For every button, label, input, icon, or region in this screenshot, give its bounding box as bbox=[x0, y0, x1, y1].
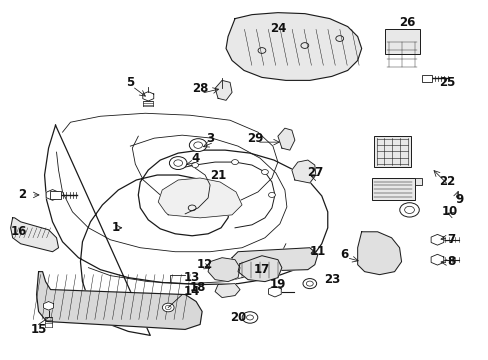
Text: 19: 19 bbox=[269, 278, 285, 291]
Circle shape bbox=[189, 139, 206, 152]
Circle shape bbox=[268, 193, 275, 197]
Bar bbox=[384, 28, 419, 54]
Text: 18: 18 bbox=[189, 281, 206, 294]
Polygon shape bbox=[225, 13, 361, 80]
Text: 25: 25 bbox=[438, 76, 455, 89]
Circle shape bbox=[242, 312, 257, 323]
Text: 17: 17 bbox=[253, 263, 269, 276]
Text: 27: 27 bbox=[306, 166, 322, 179]
Text: 2: 2 bbox=[19, 188, 27, 202]
Polygon shape bbox=[430, 234, 443, 245]
Text: 6: 6 bbox=[340, 248, 348, 261]
Circle shape bbox=[399, 203, 418, 217]
Circle shape bbox=[261, 170, 268, 175]
Polygon shape bbox=[430, 254, 443, 265]
Text: 12: 12 bbox=[197, 258, 213, 271]
Polygon shape bbox=[268, 286, 281, 297]
Text: 5: 5 bbox=[126, 76, 134, 89]
Circle shape bbox=[303, 279, 316, 289]
Polygon shape bbox=[11, 218, 59, 252]
Circle shape bbox=[191, 163, 198, 167]
Polygon shape bbox=[46, 190, 59, 200]
Text: 15: 15 bbox=[30, 323, 47, 336]
Bar bbox=[373, 136, 410, 167]
Text: 22: 22 bbox=[438, 175, 455, 189]
Text: 4: 4 bbox=[191, 152, 199, 165]
Text: 3: 3 bbox=[205, 132, 214, 145]
Text: 23: 23 bbox=[323, 273, 339, 286]
Polygon shape bbox=[215, 80, 232, 100]
Text: 21: 21 bbox=[209, 168, 226, 181]
Polygon shape bbox=[44, 125, 327, 336]
Circle shape bbox=[231, 159, 238, 165]
Text: 7: 7 bbox=[447, 233, 454, 246]
Text: 9: 9 bbox=[454, 193, 463, 206]
Polygon shape bbox=[291, 160, 315, 183]
Text: 1: 1 bbox=[111, 221, 119, 234]
Bar bbox=[50, 192, 61, 198]
Polygon shape bbox=[158, 178, 242, 218]
Bar bbox=[371, 178, 414, 200]
Text: 10: 10 bbox=[440, 205, 457, 219]
Polygon shape bbox=[215, 284, 240, 298]
Text: 20: 20 bbox=[229, 311, 245, 324]
Polygon shape bbox=[43, 302, 54, 310]
Text: 13: 13 bbox=[183, 271, 200, 284]
Text: 29: 29 bbox=[246, 132, 263, 145]
Polygon shape bbox=[208, 258, 240, 282]
Bar bbox=[414, 178, 421, 185]
Text: 8: 8 bbox=[447, 255, 455, 268]
Text: 24: 24 bbox=[269, 22, 285, 35]
Text: 26: 26 bbox=[399, 16, 415, 29]
Text: 14: 14 bbox=[183, 285, 200, 298]
Polygon shape bbox=[37, 272, 202, 329]
Text: 28: 28 bbox=[192, 82, 208, 95]
Circle shape bbox=[162, 303, 174, 312]
Text: 16: 16 bbox=[10, 225, 27, 238]
Text: 11: 11 bbox=[309, 245, 325, 258]
Polygon shape bbox=[357, 232, 401, 275]
Circle shape bbox=[169, 157, 186, 170]
Polygon shape bbox=[142, 92, 153, 101]
Polygon shape bbox=[238, 256, 281, 282]
Bar bbox=[421, 75, 431, 82]
Polygon shape bbox=[277, 128, 294, 150]
Polygon shape bbox=[232, 248, 317, 272]
